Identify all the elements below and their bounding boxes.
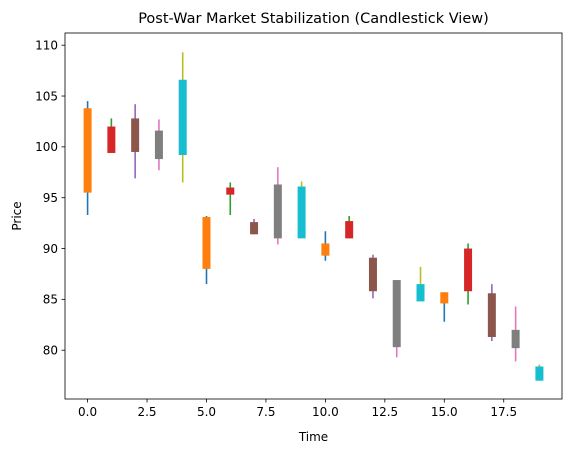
candle-body bbox=[464, 248, 473, 292]
candle-body bbox=[131, 118, 140, 152]
chart-title: Post-War Market Stabilization (Candlesti… bbox=[138, 11, 489, 27]
candle-body bbox=[487, 293, 496, 337]
y-tick-label: 110 bbox=[35, 39, 58, 53]
candle-body bbox=[83, 108, 92, 193]
candle-body bbox=[202, 217, 211, 269]
candle-body bbox=[440, 292, 449, 304]
x-axis-title: Time bbox=[298, 430, 328, 444]
candle-body bbox=[154, 130, 163, 160]
candle-body bbox=[178, 79, 187, 155]
y-tick-label: 85 bbox=[43, 293, 58, 307]
candle-body bbox=[368, 257, 377, 292]
x-tick-label: 2.5 bbox=[137, 405, 156, 419]
candle-body bbox=[273, 184, 282, 239]
candle-body bbox=[321, 243, 330, 256]
x-tick-label: 5.0 bbox=[197, 405, 216, 419]
x-tick-label: 17.5 bbox=[490, 405, 517, 419]
candle-body bbox=[535, 366, 544, 381]
x-tick-label: 15.0 bbox=[431, 405, 458, 419]
y-tick-label: 95 bbox=[43, 191, 58, 205]
y-axis-title: Price bbox=[10, 201, 24, 230]
candle-body bbox=[416, 284, 425, 302]
plot-area bbox=[64, 32, 563, 400]
y-tick-label: 90 bbox=[43, 242, 58, 256]
x-tick-label: 7.5 bbox=[256, 405, 275, 419]
candles-group bbox=[83, 52, 544, 381]
candle-body bbox=[107, 126, 116, 153]
y-tick-label: 105 bbox=[35, 89, 58, 103]
y-axis: 80 85 90 95 100 105 110 bbox=[35, 39, 65, 358]
x-tick-label: 12.5 bbox=[371, 405, 398, 419]
candle-body bbox=[226, 187, 235, 195]
candle-body bbox=[511, 329, 520, 349]
candle-body bbox=[250, 222, 259, 235]
plot-frame bbox=[64, 32, 563, 400]
y-tick-label: 80 bbox=[43, 344, 58, 358]
x-tick-label: 10.0 bbox=[312, 405, 339, 419]
x-tick-label: 0.0 bbox=[78, 405, 97, 419]
y-tick-label: 100 bbox=[35, 140, 58, 154]
candle-body bbox=[392, 280, 401, 348]
x-axis: 0.0 2.5 5.0 7.5 10.0 12.5 15.0 17.5 bbox=[78, 399, 517, 419]
candle-body bbox=[345, 221, 354, 239]
candle-body bbox=[297, 186, 306, 239]
